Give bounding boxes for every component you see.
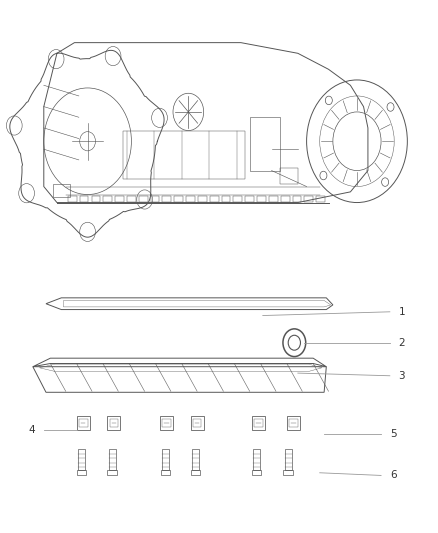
Bar: [115, 196, 124, 202]
Bar: [289, 419, 298, 427]
Bar: [252, 470, 261, 475]
Bar: [280, 168, 298, 184]
Text: 1: 1: [399, 307, 405, 317]
Bar: [162, 419, 171, 427]
Bar: [68, 196, 77, 202]
Bar: [257, 196, 266, 202]
Bar: [162, 196, 171, 202]
Bar: [161, 470, 170, 475]
Bar: [77, 416, 90, 430]
Bar: [192, 449, 199, 470]
Bar: [107, 470, 117, 475]
Bar: [151, 196, 159, 202]
Bar: [245, 196, 254, 202]
Bar: [233, 196, 242, 202]
Bar: [191, 416, 204, 430]
Bar: [79, 419, 88, 427]
Bar: [77, 470, 86, 475]
Text: 6: 6: [390, 471, 396, 480]
Bar: [281, 196, 290, 202]
Bar: [304, 196, 313, 202]
Bar: [109, 449, 116, 470]
Text: 4: 4: [28, 425, 35, 435]
Bar: [287, 416, 300, 430]
Bar: [250, 117, 280, 171]
Bar: [269, 196, 278, 202]
Bar: [193, 419, 201, 427]
Bar: [103, 196, 112, 202]
Bar: [186, 196, 195, 202]
Bar: [139, 196, 148, 202]
Text: 2: 2: [399, 338, 405, 348]
Bar: [107, 416, 120, 430]
Bar: [174, 196, 183, 202]
Bar: [252, 416, 265, 430]
Bar: [78, 449, 85, 470]
Bar: [316, 196, 325, 202]
Bar: [53, 184, 70, 197]
Bar: [160, 416, 173, 430]
Bar: [80, 196, 88, 202]
Bar: [285, 449, 292, 470]
Text: 5: 5: [390, 430, 396, 439]
Bar: [127, 196, 136, 202]
Bar: [293, 196, 301, 202]
Bar: [198, 196, 207, 202]
Bar: [210, 196, 219, 202]
Bar: [283, 470, 293, 475]
Bar: [191, 470, 200, 475]
Bar: [123, 131, 245, 179]
Bar: [110, 419, 118, 427]
Text: 3: 3: [399, 371, 405, 381]
Bar: [254, 419, 263, 427]
Bar: [253, 449, 260, 470]
Bar: [222, 196, 230, 202]
Bar: [162, 449, 169, 470]
Bar: [92, 196, 100, 202]
